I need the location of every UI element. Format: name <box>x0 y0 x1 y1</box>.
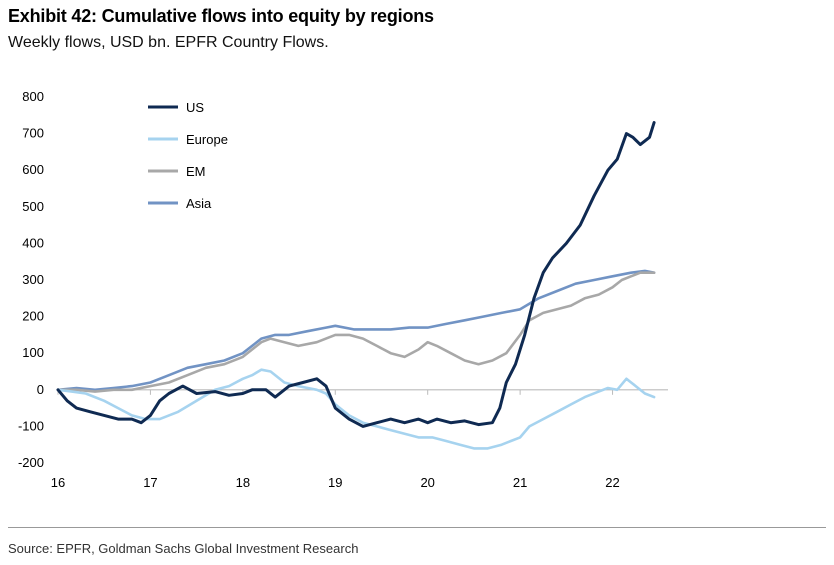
y-tick-label: 100 <box>22 345 44 360</box>
x-tick-label: 17 <box>143 475 157 490</box>
legend-label-us: US <box>186 100 204 115</box>
y-tick-label: 300 <box>22 272 44 287</box>
x-tick-label: 19 <box>328 475 342 490</box>
y-tick-label: -200 <box>18 455 44 470</box>
x-tick-label: 22 <box>605 475 619 490</box>
legend: US Europe EM Asia <box>148 100 228 211</box>
legend-label-europe: Europe <box>186 132 228 147</box>
series-lines <box>56 121 656 450</box>
chart-subtitle: Weekly flows, USD bn. EPFR Country Flows… <box>8 34 329 51</box>
series-line-us <box>56 121 656 428</box>
y-tick-label: 600 <box>22 162 44 177</box>
y-tick-label: 200 <box>22 309 44 324</box>
source-note: Source: EPFR, Goldman Sachs Global Inves… <box>8 541 359 556</box>
y-tick-label: 400 <box>22 235 44 250</box>
y-tick-label: 700 <box>22 126 44 141</box>
footer-divider <box>8 527 826 528</box>
legend-label-em: EM <box>186 164 206 179</box>
x-tick-label: 18 <box>236 475 250 490</box>
y-tick-label: 0 <box>37 382 44 397</box>
x-tick-label: 16 <box>51 475 65 490</box>
y-tick-label: 500 <box>22 199 44 214</box>
series-line-em <box>56 271 656 393</box>
legend-label-asia: Asia <box>186 196 212 211</box>
chart-canvas: 800 700 600 500 400 300 200 100 0 -100 -200 16 17 18… <box>18 89 668 490</box>
x-axis-ticks: 16 17 18 19 20 21 22 <box>51 389 620 490</box>
x-tick-label: 20 <box>420 475 434 490</box>
y-axis-ticks: 800 700 600 500 400 300 200 100 0 -100 -200 <box>18 89 44 470</box>
series-line-europe <box>56 368 656 450</box>
y-tick-label: -100 <box>18 418 44 433</box>
series-line-asia <box>56 269 656 392</box>
y-tick-label: 800 <box>22 89 44 104</box>
chart-title: Exhibit 42: Cumulative flows into equity… <box>8 6 434 26</box>
x-tick-label: 21 <box>513 475 527 490</box>
